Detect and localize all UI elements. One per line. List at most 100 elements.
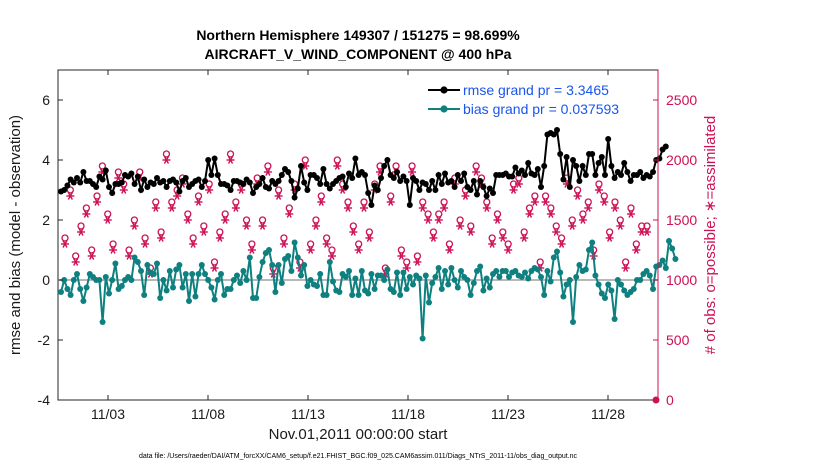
rmse-point — [294, 185, 301, 192]
obs-possible-marker — [168, 198, 176, 206]
bias-point — [266, 247, 272, 253]
bias-point — [128, 277, 135, 283]
rmse-point — [560, 176, 567, 183]
bias-point — [317, 271, 324, 277]
bias-point — [659, 257, 666, 264]
bias-point — [314, 283, 320, 289]
obs-possible-marker — [499, 228, 507, 236]
bias-point — [534, 266, 541, 273]
bias-point — [298, 272, 304, 279]
bias-point — [323, 292, 330, 298]
rmse-point — [259, 175, 266, 181]
obs-assimilated-marker — [578, 216, 587, 224]
bias-point — [170, 284, 176, 291]
bias-point — [205, 277, 212, 283]
obs-assimilated-marker — [247, 246, 256, 254]
rmse-point — [163, 184, 170, 190]
x-tick-label: 11/08 — [191, 406, 225, 422]
bias-point — [547, 278, 554, 285]
obs-possible-marker — [419, 198, 427, 206]
obs-assimilated-marker — [445, 246, 454, 254]
bias-point — [410, 281, 416, 288]
y2-axis-label: # of obs: o=possible; ∗=assimilated — [702, 116, 719, 355]
bias-point — [470, 280, 477, 286]
obs-assimilated-marker — [573, 192, 582, 200]
rmse-point — [374, 187, 381, 193]
rmse-point — [266, 185, 272, 192]
bias-point — [442, 268, 448, 274]
bias-point — [157, 295, 164, 301]
rmse-point — [371, 182, 378, 189]
bias-point — [394, 269, 400, 276]
rmse-point — [102, 167, 109, 174]
x-tick-label: 11/23 — [491, 406, 525, 422]
obs-possible-marker — [322, 234, 331, 242]
rmse-point — [198, 184, 205, 190]
obs-assimilated-marker — [434, 216, 443, 224]
bias-point — [246, 254, 253, 261]
plot-area-group — [57, 69, 679, 404]
obs-possible-marker — [157, 228, 165, 236]
bias-point — [259, 259, 266, 265]
y2-tick-label: 1500 — [666, 212, 697, 228]
bias-point — [416, 275, 423, 282]
obs-assimilated-marker — [493, 216, 502, 224]
rmse-point — [320, 166, 327, 172]
obs-assimilated-marker — [279, 240, 288, 248]
plot-area — [57, 69, 659, 401]
x-tick-label: 11/28 — [591, 406, 625, 422]
bias-point — [96, 277, 103, 283]
rmse-point — [154, 175, 160, 181]
rmse-point — [160, 178, 167, 184]
bias-point — [58, 289, 64, 295]
obs-possible-marker — [456, 216, 464, 224]
bias-point — [291, 239, 298, 246]
bias-point — [502, 268, 509, 274]
rmse-point — [176, 188, 183, 195]
obs-assimilated-marker — [386, 198, 395, 206]
obs-possible-marker — [242, 216, 251, 224]
obs-possible-marker — [445, 240, 454, 248]
bias-point — [99, 319, 106, 325]
obs-assimilated-marker — [66, 192, 75, 200]
bias-point — [77, 286, 84, 292]
rmse-point — [566, 184, 573, 190]
obs-assimilated-marker — [125, 252, 134, 260]
rmse-point — [435, 172, 442, 178]
obs-possible-marker — [82, 204, 91, 212]
rmse-point — [458, 178, 464, 184]
bias-point — [576, 262, 583, 268]
bias-point — [74, 271, 80, 277]
obs-assimilated-marker — [221, 216, 230, 224]
obs-possible-marker — [328, 246, 336, 254]
rmse-point — [301, 179, 308, 186]
obs-assimilated-marker — [482, 204, 491, 212]
obs-assimilated-marker — [413, 258, 422, 266]
bias-point — [493, 268, 500, 274]
obs-assimilated-marker — [600, 198, 609, 206]
obs-possible-marker — [301, 156, 309, 164]
obs-possible-marker — [467, 222, 475, 230]
bias-point — [198, 262, 205, 268]
obs-possible-marker — [413, 252, 422, 260]
obs-assimilated-marker — [643, 228, 651, 236]
obs-assimilated-marker — [498, 234, 507, 242]
rmse-point — [106, 184, 112, 190]
bias-point — [64, 286, 71, 292]
rmse-point — [397, 178, 404, 184]
bias-point — [83, 284, 90, 291]
obs-possible-marker — [472, 162, 480, 170]
bias-point — [454, 284, 461, 291]
obs-possible-marker — [408, 162, 416, 170]
legend: rmse grand pr = 3.3465 bias grand pr = 0… — [428, 82, 619, 117]
obs-assimilated-marker — [103, 216, 112, 224]
obs-possible-marker — [621, 258, 630, 266]
obs-assimilated-marker — [151, 204, 160, 212]
rmse-point — [541, 163, 548, 169]
obs-possible-marker — [216, 228, 224, 236]
rmse-point — [381, 163, 388, 169]
obs-assimilated-marker — [530, 198, 539, 206]
obs-possible-marker — [616, 216, 624, 224]
obs-possible-marker — [424, 210, 432, 218]
bias-point — [163, 287, 170, 294]
